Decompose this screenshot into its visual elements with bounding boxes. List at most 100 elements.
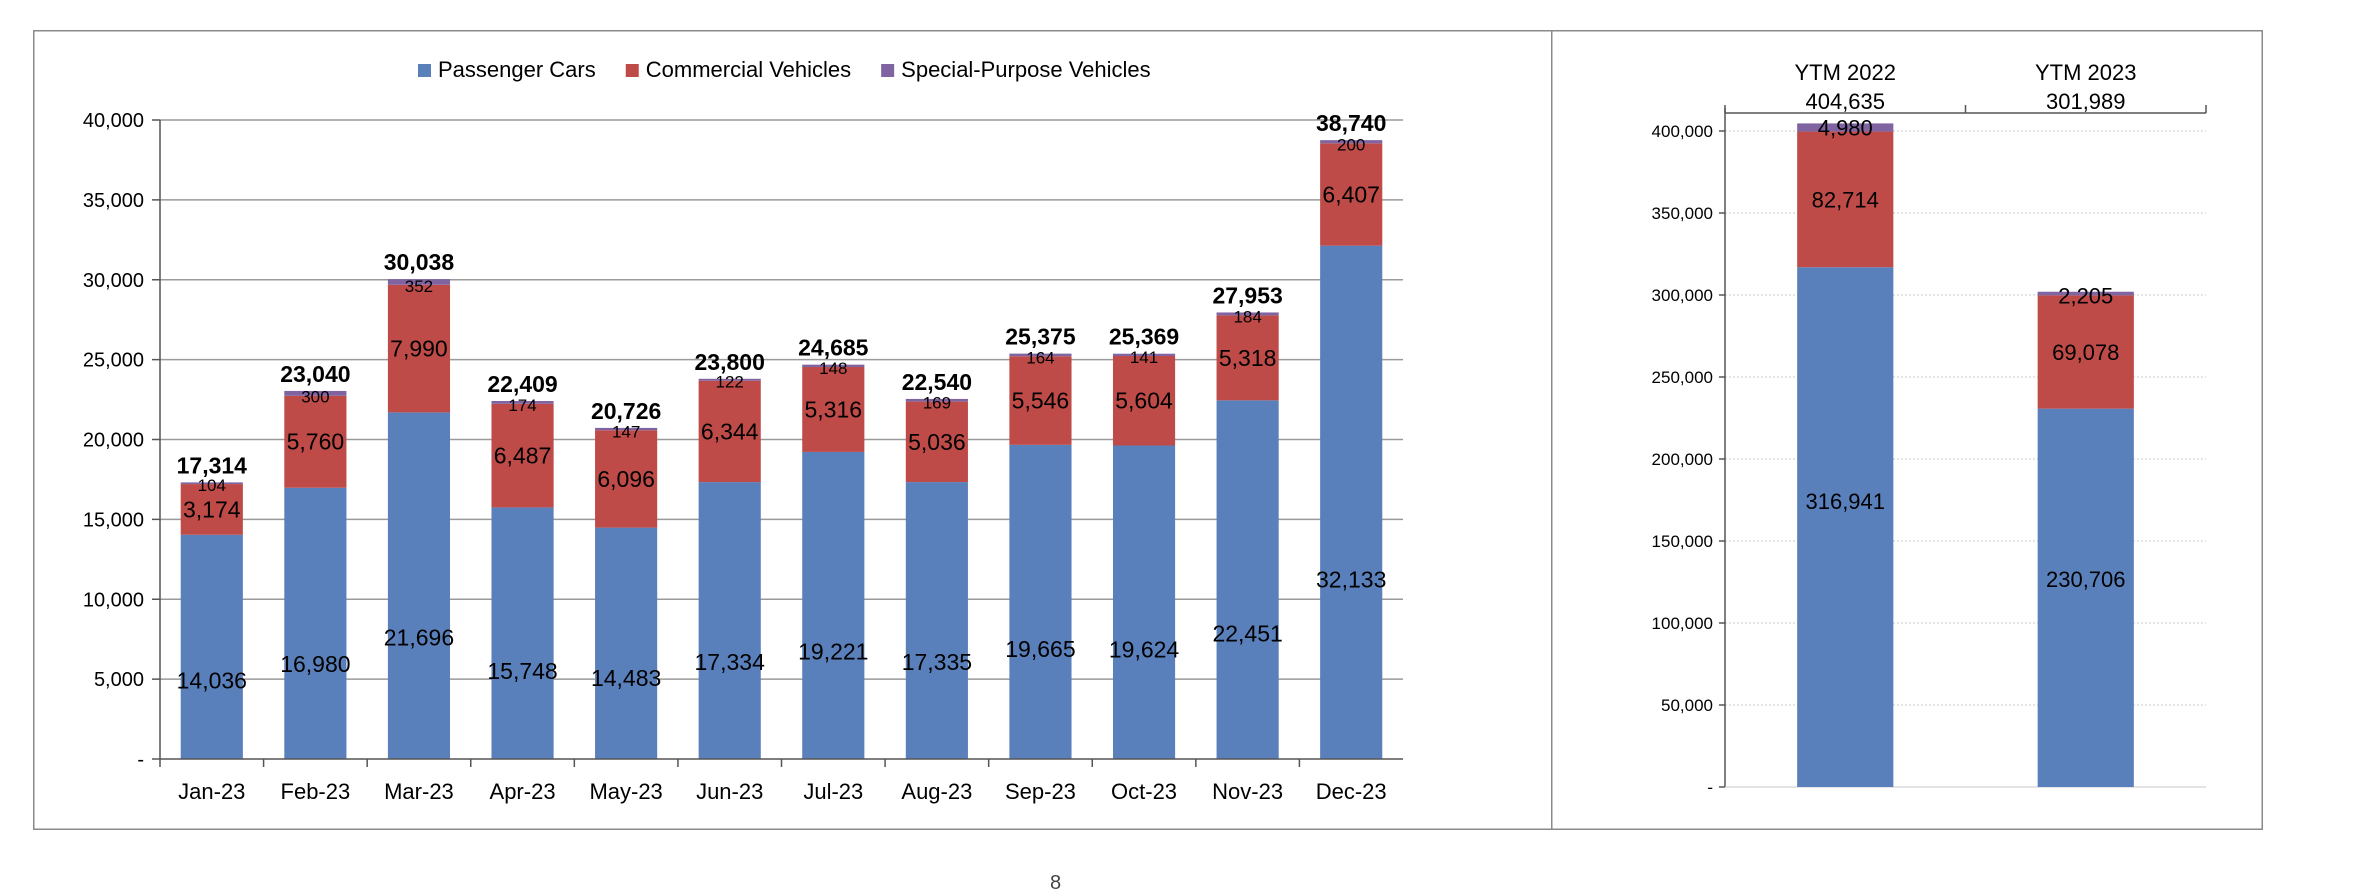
data-label-total: 22,409 xyxy=(487,371,557,397)
data-label-commercial-vehicles: 7,990 xyxy=(390,336,448,362)
legend-swatch-passenger-cars xyxy=(418,64,431,77)
data-label-commercial-vehicles: 6,407 xyxy=(1322,181,1380,207)
data-label-passenger-cars: 16,980 xyxy=(280,651,350,677)
data-label-total: 23,040 xyxy=(280,361,350,387)
bar-commercial-vehicles xyxy=(802,367,865,452)
y-tick-label: 250,000 xyxy=(1652,368,1713,387)
data-label-passenger-cars: 316,941 xyxy=(1805,489,1885,514)
bar-special-purpose-vehicles xyxy=(802,364,865,368)
x-tick-label: May-23 xyxy=(589,779,662,804)
bar-passenger-cars xyxy=(1112,445,1176,759)
data-label-total: 38,740 xyxy=(1316,110,1386,136)
y-tick-label: 50,000 xyxy=(1661,696,1713,715)
ytm-comparison-chart: - 50,000 100,000 150,000 200,000 250,000 300,0… xyxy=(1551,30,2263,830)
data-label-passenger-cars: 21,696 xyxy=(384,625,454,651)
bar-special-purpose-vehicles xyxy=(905,398,968,402)
y-axis-ticks: - 50,000 100,000 150,000 200,000 250,000 300,0… xyxy=(1652,108,2206,797)
bar-passenger-cars xyxy=(1320,245,1383,760)
data-label-total: 20,726 xyxy=(591,398,661,424)
y-tick-label: 300,000 xyxy=(1652,286,1713,305)
x-tick-label: Jan-23 xyxy=(178,779,245,804)
y-tick-label: 40,000 xyxy=(83,110,144,132)
data-label-commercial-vehicles: 5,760 xyxy=(287,429,345,455)
x-axis-ticks: Jan-23 Feb-23 Mar-23 Apr-23 May-23 Jun-23 Jul-… xyxy=(159,758,1403,804)
data-label-passenger-cars: 17,335 xyxy=(902,649,972,675)
legend-label-special-purpose-vehicles: Special-Purpose Vehicles xyxy=(901,57,1150,82)
legend-label-commercial-vehicles: Commercial Vehicles xyxy=(646,57,851,82)
page-number: 8 xyxy=(1050,872,1062,894)
data-label-total: 23,800 xyxy=(695,349,765,375)
category-label: YTM 2023 xyxy=(2035,60,2137,85)
y-tick-label: 350,000 xyxy=(1652,204,1713,223)
y-tick-label: 100,000 xyxy=(1652,614,1713,633)
bar-commercial-vehicles xyxy=(698,380,761,483)
bar-special-purpose-vehicles xyxy=(1216,312,1279,316)
y-tick-label: 15,000 xyxy=(83,509,144,531)
bar-special-purpose-vehicles xyxy=(180,482,243,485)
bar-passenger-cars xyxy=(698,482,761,759)
bar-series xyxy=(180,140,1383,760)
y-tick-label: 400,000 xyxy=(1652,122,1713,141)
data-label-passenger-cars: 19,665 xyxy=(1005,636,1075,662)
gridlines xyxy=(160,119,1403,680)
data-label-special-purpose-vehicles: 104 xyxy=(198,476,226,495)
bar-passenger-cars xyxy=(387,412,451,759)
data-label-total: 27,953 xyxy=(1212,282,1282,308)
category-label: YTM 2022 xyxy=(1795,60,1897,85)
chart-frame xyxy=(1551,30,2263,830)
data-label-commercial-vehicles: 5,604 xyxy=(1115,388,1173,414)
bar-passenger-cars xyxy=(802,451,865,759)
y-axis-ticks: - 5,000 10,000 15,000 20,000 25,000 30,000 35,0… xyxy=(83,110,161,771)
y-tick-label: - xyxy=(1707,778,1713,797)
data-label-special-purpose-vehicles: 174 xyxy=(508,396,536,415)
bar-series xyxy=(1797,123,2134,787)
bar-passenger-cars xyxy=(1797,267,1894,787)
y-tick-label: 30,000 xyxy=(83,270,144,292)
y-tick-label: 25,000 xyxy=(83,350,144,372)
bar-commercial-vehicles xyxy=(595,430,658,528)
data-label-passenger-cars: 22,451 xyxy=(1212,620,1282,646)
y-tick-label: - xyxy=(137,749,144,771)
data-label-special-purpose-vehicles: 164 xyxy=(1026,348,1054,367)
bar-commercial-vehicles xyxy=(905,401,968,483)
category-header: YTM 2022 404,635 YTM 2023 301,989 xyxy=(1724,60,2207,114)
y-tick-label: 150,000 xyxy=(1652,532,1713,551)
bar-commercial-vehicles xyxy=(1009,356,1072,445)
data-label-passenger-cars: 15,748 xyxy=(487,658,557,684)
data-label-commercial-vehicles: 6,096 xyxy=(597,466,655,492)
data-label-commercial-vehicles: 82,714 xyxy=(1812,187,1879,212)
data-label-commercial-vehicles: 5,316 xyxy=(805,396,863,422)
x-tick-label: Aug-23 xyxy=(901,779,972,804)
bar-special-purpose-vehicles xyxy=(1112,353,1176,356)
bar-passenger-cars xyxy=(284,487,347,759)
bar-special-purpose-vehicles xyxy=(1797,123,1894,132)
data-label-special-purpose-vehicles: 184 xyxy=(1233,307,1261,326)
legend-label-passenger-cars: Passenger Cars xyxy=(438,57,596,82)
x-tick-label: Jun-23 xyxy=(696,779,763,804)
bar-passenger-cars xyxy=(905,482,968,759)
bar-special-purpose-vehicles xyxy=(698,378,761,381)
x-tick-label: Oct-23 xyxy=(1111,779,1177,804)
data-label-commercial-vehicles: 5,546 xyxy=(1012,388,1070,414)
bar-commercial-vehicles xyxy=(284,395,347,488)
bar-special-purpose-vehicles xyxy=(1009,353,1072,357)
data-label-special-purpose-vehicles: 352 xyxy=(405,277,433,296)
bar-passenger-cars xyxy=(2037,408,2134,787)
bar-commercial-vehicles xyxy=(491,403,554,508)
y-tick-label: 35,000 xyxy=(83,190,144,212)
x-tick-label: Apr-23 xyxy=(490,779,556,804)
bar-commercial-vehicles xyxy=(1216,315,1279,401)
data-label-passenger-cars: 32,133 xyxy=(1316,566,1386,592)
bar-commercial-vehicles xyxy=(1112,355,1176,446)
data-label-passenger-cars: 14,036 xyxy=(177,668,247,694)
data-label-total: 17,314 xyxy=(177,452,248,478)
legend-swatch-special-purpose-vehicles xyxy=(881,64,895,77)
bar-special-purpose-vehicles xyxy=(2037,291,2134,296)
bar-special-purpose-vehicles xyxy=(1320,140,1383,144)
bar-passenger-cars xyxy=(180,534,243,759)
data-label-commercial-vehicles: 3,174 xyxy=(183,496,241,522)
bar-passenger-cars xyxy=(491,507,554,759)
chart-legend: Passenger Cars Commercial Vehicles Special… xyxy=(418,57,1151,82)
bar-special-purpose-vehicles xyxy=(284,390,347,396)
x-tick-label: Sep-23 xyxy=(1005,779,1076,804)
